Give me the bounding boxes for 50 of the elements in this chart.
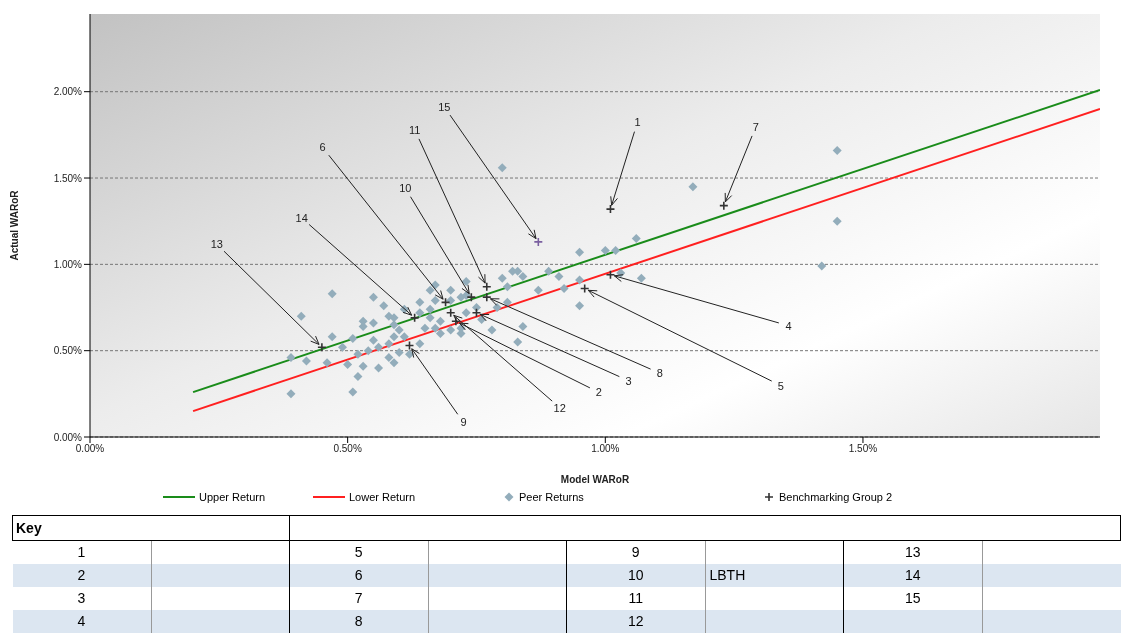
text: LBTH — [705, 563, 844, 587]
text: 4 — [12, 609, 151, 633]
annotation: 13 — [210, 238, 224, 251]
text: Key — [12, 515, 290, 541]
text: 12 — [566, 609, 705, 633]
annotation: 15 — [438, 100, 451, 113]
text: 1 — [12, 540, 151, 564]
text: 14 — [843, 563, 982, 587]
legend-label: Peer Returns — [519, 491, 584, 503]
legend-label: Benchmarking Group 2 — [779, 491, 893, 503]
y-tick-label: 0.00% — [53, 431, 83, 443]
x-tick-label: 0.00% — [75, 443, 105, 455]
x-axis-title: Model WARoR — [560, 474, 630, 485]
text: 5 — [289, 540, 428, 564]
annotation: 10 — [399, 182, 412, 195]
y-tick-label: 0.50% — [53, 345, 83, 357]
point — [481, 292, 492, 302]
text: 3 — [12, 586, 151, 610]
y-axis-title: Actual WARoR — [8, 189, 20, 261]
annotation: 12 — [553, 401, 566, 414]
legend-label: Upper Return — [199, 491, 266, 503]
annotation: 2 — [595, 386, 602, 399]
annotation: 7 — [752, 120, 759, 133]
annotation: 1 — [634, 116, 641, 129]
annotation: 8 — [656, 367, 663, 380]
x-tick-label: 1.50% — [848, 443, 878, 455]
x-tick-label: 1.00% — [591, 443, 620, 455]
x-tick-label: 0.50% — [333, 443, 362, 455]
y-tick-label: 2.00% — [53, 86, 83, 98]
annotation: 4 — [785, 319, 792, 332]
annotation: 5 — [777, 379, 784, 392]
text: 8 — [289, 609, 428, 633]
point — [317, 342, 327, 353]
text: 2 — [12, 563, 151, 587]
legend-label: Lower Return — [349, 491, 416, 503]
text: 10 — [566, 563, 705, 587]
text: 15 — [843, 586, 982, 610]
y-tick-label: 1.50% — [53, 172, 83, 184]
annotation: 3 — [625, 374, 632, 387]
annotation: 9 — [460, 416, 467, 429]
text: 7 — [289, 586, 428, 610]
y-tick-label: 1.00% — [53, 258, 83, 270]
point — [481, 281, 492, 292]
annotation: 14 — [295, 211, 308, 224]
text: 6 — [289, 563, 428, 587]
annotation: 11 — [409, 123, 421, 136]
text: 13 — [843, 540, 982, 564]
text: 11 — [566, 586, 705, 610]
text: 9 — [566, 540, 705, 564]
annotation: 6 — [319, 141, 326, 154]
